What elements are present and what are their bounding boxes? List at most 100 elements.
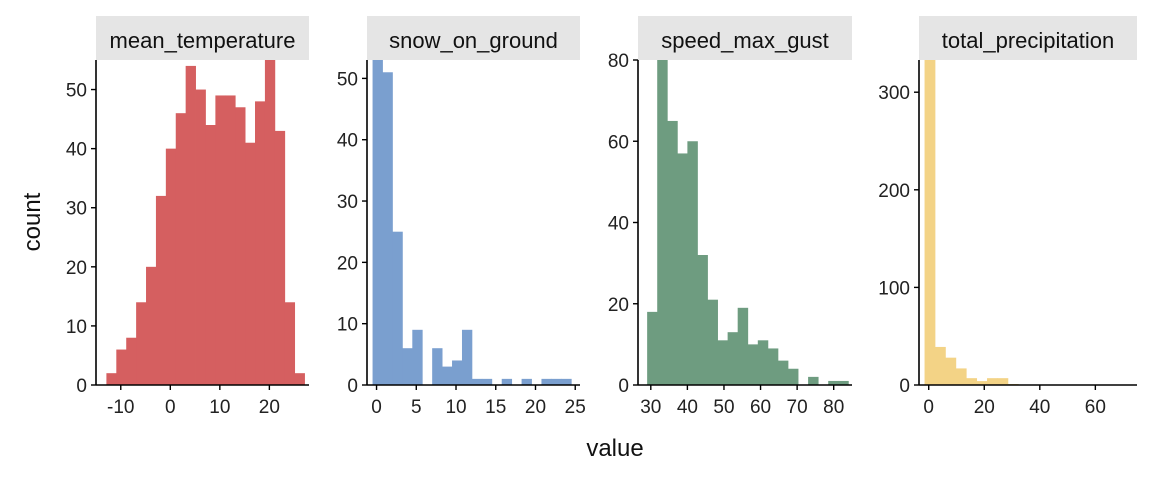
facet-panel-speed_max_gust: speed_max_gust 0 20 40 60 80 30 40 50 60 70 80 xyxy=(608,16,852,418)
y-tick-label: 40 xyxy=(337,131,358,152)
histogram-bar xyxy=(828,380,839,385)
facet-panel-mean_temperature: mean_temperature 0 10 20 30 40 50 -10 0 10 20 xyxy=(66,16,309,418)
histogram-bars xyxy=(924,60,1019,385)
y-tick-label: 10 xyxy=(337,315,358,336)
histogram-bar xyxy=(471,378,483,385)
facet-strip-label: speed_max_gust xyxy=(661,28,829,53)
histogram-bar xyxy=(175,113,187,385)
x-tick-label: 20 xyxy=(525,397,546,418)
y-tick-label: 20 xyxy=(337,253,358,274)
histogram-bar xyxy=(255,101,266,385)
x-tick-label: 40 xyxy=(1029,397,1050,418)
x-tick-label: 10 xyxy=(209,397,230,418)
histogram-bars xyxy=(647,60,849,385)
x-tick-label: 60 xyxy=(750,397,771,418)
histogram-bar xyxy=(667,120,678,385)
histogram-bar xyxy=(412,329,423,385)
facet-strip xyxy=(919,16,1137,60)
histogram-bar xyxy=(551,378,562,385)
histogram-bar xyxy=(225,95,236,386)
histogram-bar xyxy=(767,348,779,385)
y-tick-label: 0 xyxy=(618,376,629,397)
y-tick-label: 80 xyxy=(608,51,629,72)
y-tick-label: 20 xyxy=(66,258,87,279)
histogram-bar xyxy=(697,255,708,385)
y-tick-label: 0 xyxy=(76,376,87,397)
x-tick-label: 70 xyxy=(787,397,808,418)
histogram-bar xyxy=(274,130,286,385)
histogram-bar xyxy=(924,60,936,385)
histogram-bar xyxy=(976,381,988,385)
histogram-bar xyxy=(155,195,167,385)
histogram-bar xyxy=(392,231,403,385)
y-tick-label: 10 xyxy=(66,317,87,338)
histogram-bar xyxy=(997,378,1009,385)
x-tick-label: 60 xyxy=(1085,397,1106,418)
y-tick-label: 100 xyxy=(878,278,910,299)
histogram-bar xyxy=(106,373,117,385)
x-tick-label: 20 xyxy=(259,397,280,418)
y-tick-label: 40 xyxy=(608,214,629,235)
histogram-bar xyxy=(294,373,305,385)
x-tick-label: 5 xyxy=(411,397,422,418)
y-tick-label: 40 xyxy=(66,140,87,161)
histogram-bar xyxy=(402,348,413,385)
facet-strip-label: mean_temperature xyxy=(110,28,296,53)
histogram-bar xyxy=(541,378,552,385)
histogram-bar xyxy=(205,125,216,385)
x-tick-label: 40 xyxy=(677,397,698,418)
x-tick-label: 50 xyxy=(713,397,734,418)
histogram-bar xyxy=(126,337,137,385)
y-tick-label: 30 xyxy=(66,199,87,220)
histogram-bar xyxy=(432,348,443,385)
histogram-bar xyxy=(737,307,749,385)
x-tick-label: -10 xyxy=(107,397,134,418)
histogram-bar xyxy=(165,148,177,385)
histogram-bar xyxy=(442,366,453,385)
y-tick-label: 50 xyxy=(66,81,87,102)
y-tick-label: 0 xyxy=(347,376,358,397)
y-tick-label: 20 xyxy=(608,295,629,316)
histogram-bar xyxy=(787,368,799,385)
histogram-bar xyxy=(481,378,493,385)
histogram-bar xyxy=(372,60,383,385)
facet-strip-label: snow_on_ground xyxy=(389,28,558,53)
histogram-bar xyxy=(195,89,206,385)
x-tick-label: 0 xyxy=(371,397,382,418)
x-tick-label: 30 xyxy=(640,397,661,418)
y-axis-title: count xyxy=(19,192,46,251)
histogram-bar xyxy=(945,357,957,385)
histogram-bar xyxy=(521,378,532,385)
x-tick-label: 25 xyxy=(565,397,586,418)
histogram-bar xyxy=(146,266,157,385)
histogram-bar xyxy=(717,340,729,385)
y-tick-label: 0 xyxy=(899,376,910,397)
facet-panel-total_precipitation: total_precipitation 0 100 200 300 0 20 40 60 xyxy=(878,16,1137,418)
histogram-bar xyxy=(284,302,296,385)
y-tick-label: 60 xyxy=(608,132,629,153)
histogram-bar xyxy=(955,368,967,385)
histogram-bar xyxy=(677,153,688,385)
histogram-bar xyxy=(707,299,718,385)
x-tick-label: 15 xyxy=(485,397,506,418)
x-tick-label: 0 xyxy=(923,397,934,418)
y-tick-label: 50 xyxy=(337,69,358,90)
histogram-bar xyxy=(452,360,463,385)
histogram-bar xyxy=(838,380,849,385)
y-tick-label: 30 xyxy=(337,192,358,213)
histogram-bar xyxy=(777,360,789,385)
x-tick-label: 80 xyxy=(823,397,844,418)
histogram-bar xyxy=(215,95,226,386)
x-tick-label: 10 xyxy=(445,397,466,418)
histogram-bar xyxy=(934,346,946,385)
histogram-bar xyxy=(136,302,147,385)
histogram-bar xyxy=(116,349,127,385)
histogram-bar xyxy=(245,142,256,385)
histogram-bar xyxy=(382,72,393,385)
histogram-bar xyxy=(647,311,658,385)
histogram-bar xyxy=(747,344,759,385)
histogram-bar xyxy=(966,378,978,385)
x-tick-label: 20 xyxy=(974,397,995,418)
